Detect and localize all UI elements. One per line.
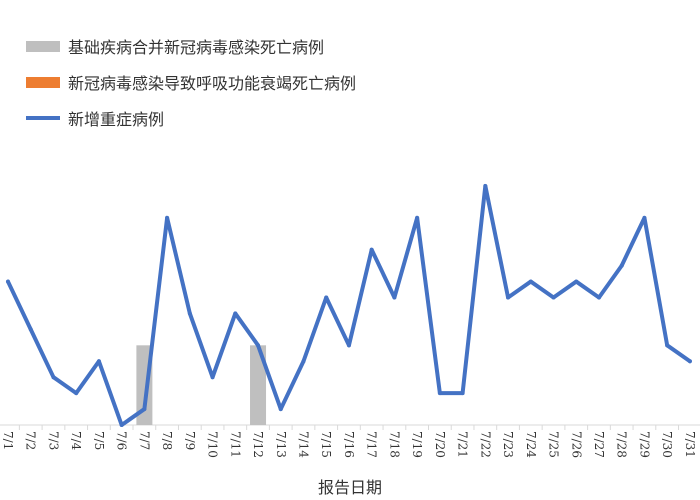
line-point-7-23 — [506, 295, 511, 300]
legend-label: 基础疾病合并新冠病毒感染死亡病例 — [68, 38, 325, 57]
line-point-7-9 — [187, 311, 192, 316]
x-tick-label: 7/12 — [251, 431, 265, 458]
x-tick-label: 7/5 — [92, 431, 106, 450]
line-point-7-2 — [28, 327, 33, 332]
x-tick-label: 7/20 — [433, 431, 447, 458]
bar-7-12-series-0 — [250, 345, 267, 425]
line-point-7-1 — [6, 279, 10, 284]
x-tick-label: 7/26 — [569, 431, 583, 458]
x-tick-label: 7/4 — [69, 431, 83, 451]
line-point-7-31 — [687, 359, 692, 364]
x-tick-label: 7/9 — [183, 431, 197, 450]
legend-swatch-orange — [26, 76, 60, 88]
line-point-7-24 — [528, 279, 533, 284]
x-tick-label: 7/11 — [228, 431, 242, 458]
line-point-7-17 — [369, 247, 374, 252]
x-tick-label: 7/23 — [501, 431, 515, 458]
line-point-7-11 — [233, 311, 238, 316]
legend-item-respiratory-failure: 新冠病毒感染导致呼吸功能衰竭死亡病例 — [26, 64, 356, 100]
line-point-7-15 — [324, 295, 329, 300]
x-tick-label: 7/2 — [24, 431, 38, 450]
legend-swatch-gray — [26, 40, 60, 52]
x-tick-label: 7/22 — [478, 431, 492, 458]
line-point-7-13 — [278, 407, 283, 412]
x-tick-label: 7/27 — [592, 431, 606, 458]
line-point-7-12 — [256, 343, 261, 348]
line-point-7-7 — [142, 407, 147, 412]
line-point-7-28 — [619, 263, 624, 268]
legend-swatch-blue-line — [26, 116, 60, 120]
x-tick-label: 7/28 — [615, 431, 629, 458]
legend-item-underlying-disease: 基础疾病合并新冠病毒感染死亡病例 — [26, 28, 356, 64]
legend-label: 新冠病毒感染导致呼吸功能衰竭死亡病例 — [68, 74, 357, 93]
line-point-7-30 — [665, 343, 670, 348]
line-point-7-14 — [301, 359, 306, 364]
line-point-7-6 — [119, 423, 124, 427]
x-tick-label: 7/7 — [137, 431, 151, 450]
x-tick-label: 7/16 — [342, 431, 356, 458]
x-tick-label: 7/14 — [296, 431, 310, 458]
x-tick-label: 7/1 — [1, 431, 15, 450]
x-tick-label: 7/31 — [683, 431, 697, 458]
line-point-7-16 — [346, 343, 351, 348]
x-tick-label: 7/3 — [46, 431, 60, 450]
line-point-7-26 — [574, 279, 579, 284]
x-tick-label: 7/13 — [274, 431, 288, 458]
bar-series — [136, 345, 267, 425]
x-tick-label: 7/30 — [660, 431, 674, 458]
legend-item-new-severe: 新增重症病例 — [26, 100, 356, 136]
line-series-points — [6, 183, 692, 427]
line-point-7-20 — [437, 391, 442, 396]
x-tick-label: 7/25 — [547, 431, 561, 458]
x-tick-labels: 7/1 7/2 7/3 7/4 7/5 7/6 7/7 7/8 7/9 7/10 7/11 7/12 7… — [1, 431, 697, 458]
x-tick-label: 7/19 — [410, 431, 424, 458]
x-tick-label: 7/18 — [387, 431, 401, 458]
legend-label: 新增重症病例 — [68, 110, 165, 129]
line-point-7-18 — [392, 295, 397, 300]
line-point-7-8 — [165, 215, 170, 220]
x-tick-label: 7/24 — [524, 431, 538, 458]
line-point-7-4 — [74, 391, 79, 396]
line-point-7-27 — [596, 295, 601, 300]
line-point-7-29 — [642, 215, 647, 220]
line-series-path — [6, 183, 692, 427]
line-point-7-21 — [460, 391, 465, 396]
x-tick-label: 7/10 — [206, 431, 220, 458]
x-tick-marks — [18, 425, 680, 430]
line-point-7-3 — [51, 375, 56, 380]
x-tick-label: 7/15 — [319, 431, 333, 458]
x-tick-label: 7/17 — [365, 431, 379, 458]
line-point-7-5 — [96, 359, 101, 364]
legend: 基础疾病合并新冠病毒感染死亡病例 新冠病毒感染导致呼吸功能衰竭死亡病例 新增重症… — [26, 28, 356, 136]
line-point-7-19 — [415, 215, 420, 220]
x-tick-label: 7/21 — [456, 431, 470, 458]
line-point-7-10 — [210, 375, 215, 380]
line-point-7-22 — [483, 183, 488, 188]
line-point-7-25 — [551, 295, 556, 300]
x-tick-label: 7/29 — [637, 431, 651, 458]
x-axis-title: 报告日期 — [317, 478, 382, 497]
x-tick-label: 7/8 — [160, 431, 174, 450]
x-tick-label: 7/6 — [115, 431, 129, 450]
